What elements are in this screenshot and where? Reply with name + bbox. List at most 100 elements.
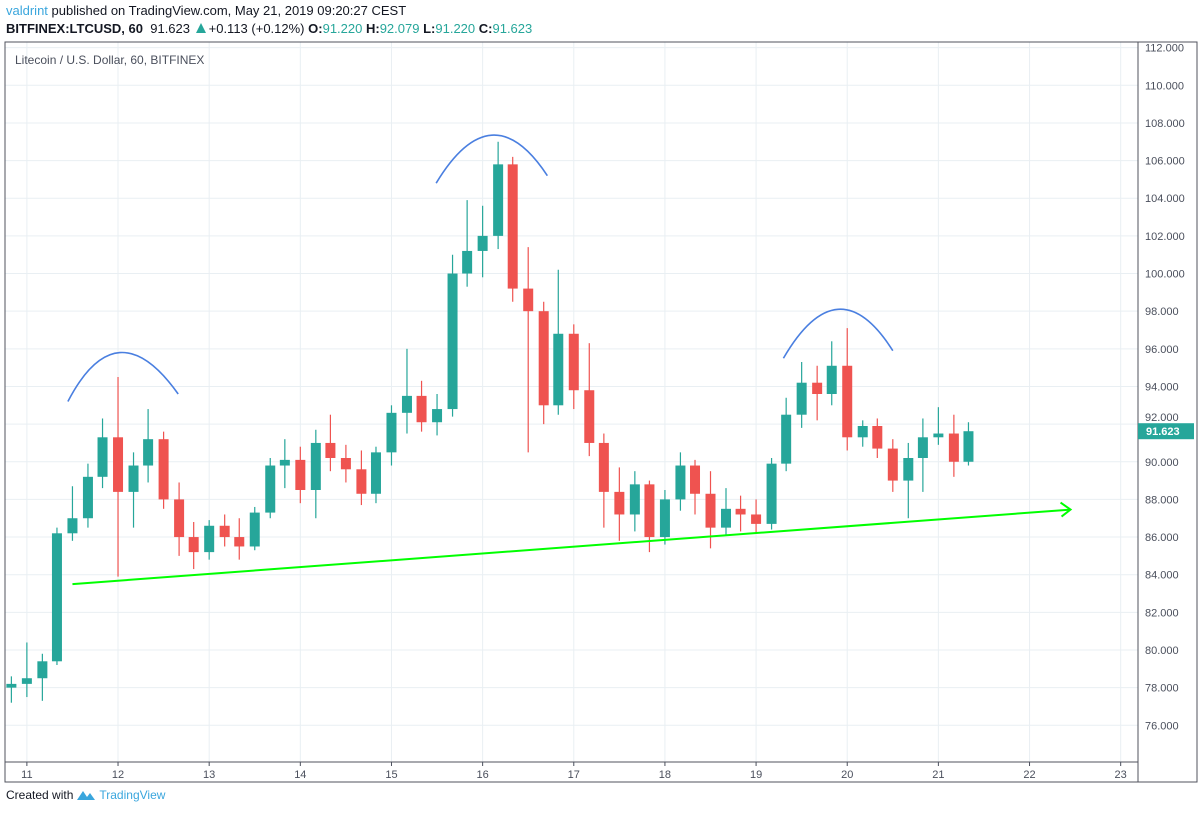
candle-down [751, 514, 762, 524]
y-tick-label: 82.000 [1145, 607, 1179, 619]
candle-up [857, 426, 868, 438]
published-text: published on TradingView.com, May 21, 20… [51, 3, 407, 18]
x-tick-label: 21 [932, 769, 944, 781]
y-tick-label: 110.000 [1145, 80, 1184, 92]
candle-down [598, 442, 609, 492]
candle-down [690, 465, 701, 494]
candle-up [401, 395, 412, 413]
y-tick-label: 102.000 [1145, 231, 1185, 243]
peak-arc [67, 351, 179, 402]
candle-up [204, 525, 215, 553]
x-tick-label: 18 [659, 769, 671, 781]
up-triangle-icon [195, 23, 206, 33]
candle-up [917, 437, 928, 458]
footer: Created with TradingView [6, 788, 165, 802]
candle-down [325, 442, 336, 458]
x-tick-label: 22 [1023, 769, 1035, 781]
candle-up [97, 437, 108, 477]
close-value: 91.623 [492, 21, 533, 36]
x-tick-label: 23 [1115, 769, 1127, 781]
candle-down [340, 458, 351, 470]
candle-down [174, 499, 185, 538]
candle-up [963, 431, 974, 462]
trendline-arrow-icon [1059, 501, 1073, 518]
candle-up [629, 484, 640, 515]
last-price-label: 91.623 [1146, 426, 1180, 438]
candle-down [295, 459, 306, 490]
open-value: 91.220 [322, 21, 363, 36]
x-tick-label: 16 [477, 769, 489, 781]
candle-up [82, 476, 93, 519]
candle-up [51, 533, 62, 662]
x-tick-label: 19 [750, 769, 762, 781]
candle-up [67, 518, 78, 534]
high-label: H: [365, 21, 380, 36]
candle-up [766, 463, 777, 524]
candle-up [310, 442, 321, 490]
candle-down [584, 390, 595, 443]
candle-down [644, 484, 655, 538]
candle-up [265, 465, 276, 513]
candle-down [538, 311, 549, 406]
chart-frame [4, 41, 1198, 783]
y-tick-label: 94.000 [1145, 381, 1179, 393]
tradingview-logo-icon [77, 791, 96, 800]
tradingview-link[interactable]: TradingView [99, 788, 166, 802]
candle-down [416, 395, 427, 423]
candle-down [887, 448, 898, 481]
peak-arc [435, 134, 549, 184]
candle-up [462, 250, 473, 274]
y-tick-label: 100.000 [1145, 269, 1185, 281]
x-tick-label: 12 [112, 769, 124, 781]
candle-down [356, 469, 367, 494]
y-tick-label: 88.000 [1145, 494, 1179, 506]
chart-legend: Litecoin / U.S. Dollar, 60, BITFINEX [15, 53, 205, 67]
open-label: O: [308, 21, 323, 36]
candle-down [188, 537, 199, 553]
x-tick-label: 11 [21, 769, 32, 781]
candle-up [279, 459, 290, 466]
last-price-badge [1138, 423, 1194, 440]
candle-up [903, 458, 914, 481]
y-tick-label: 98.000 [1145, 306, 1179, 318]
candle-down [872, 426, 883, 449]
y-tick-label: 80.000 [1145, 645, 1179, 657]
candle-down [812, 382, 823, 394]
candle-down [507, 164, 518, 289]
x-tick-label: 17 [568, 769, 580, 781]
candle-down [948, 433, 959, 462]
x-tick-label: 20 [841, 769, 853, 781]
candle-up [447, 273, 458, 410]
low-value: 91.220 [435, 21, 476, 36]
last-price: 91.623 [150, 21, 190, 36]
y-tick-label: 108.000 [1145, 118, 1185, 130]
candle-down [614, 491, 625, 515]
candle-down [219, 525, 230, 538]
candle-up [493, 164, 504, 236]
x-tick-label: 15 [385, 769, 397, 781]
peak-arc [782, 308, 894, 359]
candle-up [826, 365, 837, 394]
symbol-info: BITFINEX:LTCUSD, 60 91.623 +0.113 (+0.12… [6, 21, 532, 36]
y-tick-label: 90.000 [1145, 457, 1179, 469]
publish-info: valdrint published on TradingView.com, M… [6, 3, 406, 18]
support-trendline [72, 508, 1071, 586]
price-change: +0.113 (+0.12%) [208, 21, 305, 36]
candle-up [659, 499, 670, 538]
candle-down [568, 333, 579, 391]
candle-up [432, 409, 443, 423]
y-tick-label: 78.000 [1145, 683, 1179, 695]
y-tick-label: 112.000 [1145, 43, 1184, 55]
candle-up [6, 683, 17, 688]
symbol: BITFINEX:LTCUSD, 60 [6, 21, 143, 36]
candle-up [249, 512, 260, 547]
author-link[interactable]: valdrint [6, 3, 48, 18]
high-value: 92.079 [379, 21, 420, 36]
candle-up [128, 465, 139, 492]
candle-up [675, 465, 686, 500]
x-tick-label: 14 [294, 769, 306, 781]
candle-up [796, 382, 807, 415]
low-label: L: [423, 21, 436, 36]
y-tick-label: 86.000 [1145, 532, 1179, 544]
